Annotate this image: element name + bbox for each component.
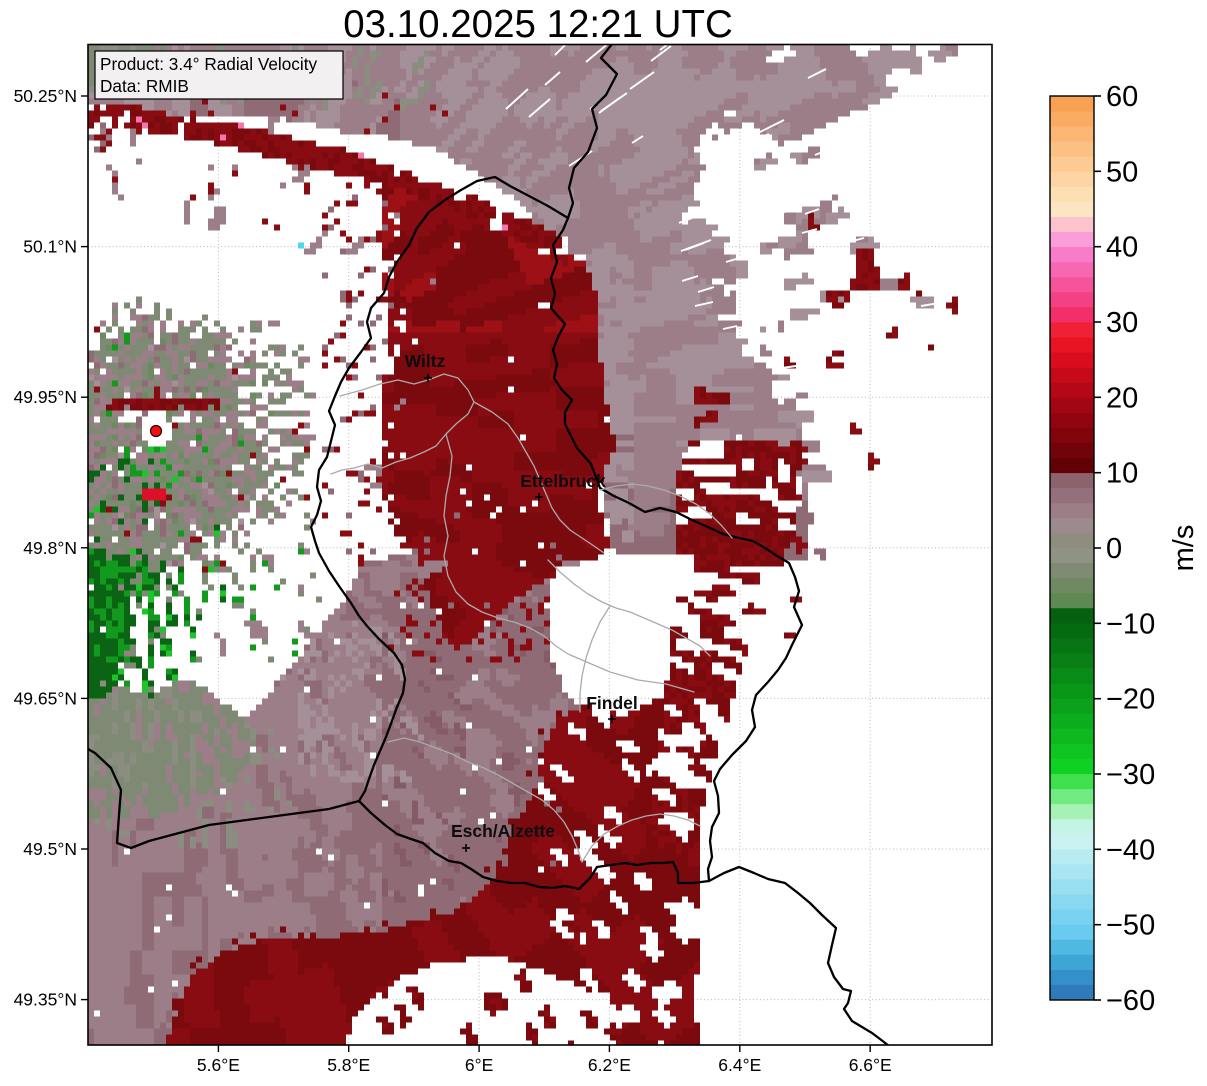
svg-text:0: 0	[1106, 533, 1122, 565]
svg-text:−10: −10	[1106, 608, 1155, 640]
svg-text:20: 20	[1106, 382, 1138, 414]
svg-text:−30: −30	[1106, 759, 1155, 791]
svg-text:6.2°E: 6.2°E	[588, 1055, 631, 1075]
svg-text:5.8°E: 5.8°E	[327, 1055, 370, 1075]
svg-text:−50: −50	[1106, 910, 1155, 942]
svg-text:49.35°N: 49.35°N	[14, 990, 77, 1010]
svg-text:49.5°N: 49.5°N	[23, 839, 77, 859]
svg-text:m/s: m/s	[1168, 525, 1200, 572]
svg-text:6°E: 6°E	[465, 1055, 493, 1075]
svg-text:−20: −20	[1106, 684, 1155, 716]
svg-text:Data: RMIB: Data: RMIB	[100, 76, 189, 96]
svg-text:49.8°N: 49.8°N	[23, 538, 77, 558]
svg-text:40: 40	[1106, 232, 1138, 264]
svg-text:−40: −40	[1106, 834, 1155, 866]
svg-text:Ettelbruck: Ettelbruck	[520, 471, 606, 491]
svg-text:Esch/Alzette: Esch/Alzette	[451, 821, 555, 841]
svg-text:Findel: Findel	[586, 693, 638, 713]
svg-text:Product: 3.4° Radial Velocity: Product: 3.4° Radial Velocity	[100, 54, 317, 74]
svg-text:5.6°E: 5.6°E	[197, 1055, 240, 1075]
svg-text:Wiltz: Wiltz	[405, 351, 446, 371]
svg-text:6.4°E: 6.4°E	[718, 1055, 761, 1075]
svg-text:50.25°N: 50.25°N	[14, 86, 77, 106]
svg-text:−60: −60	[1106, 985, 1155, 1017]
svg-text:03.10.2025 12:21 UTC: 03.10.2025 12:21 UTC	[343, 3, 733, 46]
svg-text:30: 30	[1106, 307, 1138, 339]
svg-text:49.95°N: 49.95°N	[14, 387, 77, 407]
svg-text:10: 10	[1106, 458, 1138, 490]
svg-text:50.1°N: 50.1°N	[23, 237, 77, 257]
svg-text:50: 50	[1106, 156, 1138, 188]
svg-text:6.6°E: 6.6°E	[849, 1055, 892, 1075]
svg-text:60: 60	[1106, 81, 1138, 113]
svg-text:49.65°N: 49.65°N	[14, 688, 77, 708]
